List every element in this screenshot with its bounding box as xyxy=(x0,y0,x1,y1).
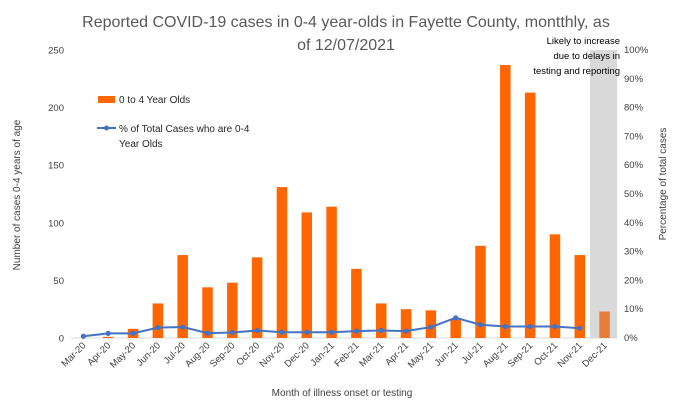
bar xyxy=(351,268,362,338)
line-point xyxy=(353,328,360,334)
y2-tick-label: 70% xyxy=(624,131,644,142)
line-point xyxy=(477,322,484,328)
line-point xyxy=(577,325,583,331)
x-tick-label: Jan-21 xyxy=(308,340,336,368)
line-point xyxy=(328,329,335,335)
line-point xyxy=(403,328,409,334)
legend-bar-label: 0 to 4 Year Olds xyxy=(119,95,190,106)
line-point xyxy=(155,325,161,331)
y2-tick-label: 100% xyxy=(624,45,649,56)
chart-title-line-2: of 12/07/2021 xyxy=(297,37,395,54)
bar xyxy=(326,206,337,338)
y-tick-label: 50 xyxy=(53,276,64,287)
bar xyxy=(202,287,213,338)
bar xyxy=(400,309,412,338)
bar xyxy=(450,318,461,338)
line-point xyxy=(254,327,260,334)
line-point xyxy=(428,324,434,330)
bar xyxy=(301,212,313,338)
y2-tick-label: 60% xyxy=(624,160,644,171)
bar xyxy=(375,303,387,338)
y-axis-label: Number of cases 0-4 years of age xyxy=(12,119,23,270)
bar xyxy=(177,255,188,338)
x-tick-label: Aug-20 xyxy=(183,340,212,369)
x-tick-label: Nov-20 xyxy=(258,340,287,369)
line-point xyxy=(204,330,211,336)
y2-tick-label: 80% xyxy=(624,103,644,114)
bar xyxy=(574,255,586,338)
bar xyxy=(524,92,536,339)
legend-line-label-1: % of Total Cases who are 0-4 xyxy=(119,124,250,135)
bar xyxy=(227,282,238,338)
line-series xyxy=(80,315,583,339)
line-point xyxy=(130,330,136,336)
y2-axis: 0% 10% 20% 30% 40% 50% 60% 70% 80% 90% 100% xyxy=(624,45,649,344)
chart-title-line-1: Reported COVID-19 cases in 0-4 year-olds… xyxy=(82,14,610,31)
x-tick-label: Sep-21 xyxy=(506,340,535,369)
x-tick-label: Mar-20 xyxy=(59,340,88,369)
x-tick-label: Aug-21 xyxy=(481,340,510,369)
y2-axis-label: Percentage of total cases xyxy=(658,128,669,241)
legend-line-label-2: Year Olds xyxy=(119,139,163,150)
line-point xyxy=(279,329,285,335)
line-point xyxy=(180,324,186,330)
legend-line-marker xyxy=(104,125,109,131)
bar xyxy=(152,303,164,338)
bar xyxy=(549,234,561,338)
y2-tick-label: 50% xyxy=(624,189,644,200)
y2-tick-label: 20% xyxy=(624,275,644,286)
y-tick-label: 250 xyxy=(48,46,64,57)
line-point xyxy=(378,327,384,334)
line-point xyxy=(229,329,235,336)
x-tick-label: Nov-21 xyxy=(555,340,584,369)
line-point xyxy=(453,315,459,321)
y-tick-label: 200 xyxy=(48,103,64,114)
line-point xyxy=(80,333,87,339)
y2-tick-label: 30% xyxy=(624,247,644,258)
y-tick-label: 100 xyxy=(48,218,64,229)
x-tick-label: Jun-21 xyxy=(432,340,460,368)
y2-tick-label: 40% xyxy=(624,218,644,229)
x-tick-label: Dec-21 xyxy=(580,340,609,369)
x-axis: Mar-20Apr-20May-20Jun-20Jul-20Aug-20Sep-… xyxy=(59,340,609,370)
annotation-line-3: testing and reporting xyxy=(533,66,620,77)
bar-series xyxy=(102,64,610,339)
y-axis: 0 50 100 150 200 250 xyxy=(48,46,64,345)
x-tick-label: Sep-20 xyxy=(208,340,237,369)
y-tick-label: 0 xyxy=(59,334,64,345)
x-tick-label: May-21 xyxy=(406,340,436,370)
x-tick-label: Jun-20 xyxy=(135,340,163,368)
bar xyxy=(500,64,511,338)
x-axis-label: Month of illness onset or testing xyxy=(272,388,413,399)
y2-tick-label: 10% xyxy=(624,304,644,315)
x-tick-label: Oct-20 xyxy=(234,340,262,368)
bar xyxy=(102,336,114,338)
x-tick-label: Feb-21 xyxy=(332,340,361,369)
bar xyxy=(425,310,437,338)
line-point xyxy=(502,323,508,330)
bar xyxy=(251,257,263,338)
pending-data-shade xyxy=(590,50,617,338)
bar xyxy=(475,245,486,338)
line-point xyxy=(105,330,111,336)
annotation-line-2: due to delays in xyxy=(553,51,620,62)
line-point xyxy=(552,323,558,330)
bar xyxy=(599,311,610,338)
y2-tick-label: 0% xyxy=(624,333,638,344)
x-tick-label: Mar-21 xyxy=(357,340,386,369)
line-point xyxy=(304,329,310,335)
y2-tick-label: 90% xyxy=(624,74,644,85)
x-tick-label: Oct-21 xyxy=(532,340,560,368)
legend-bar-swatch xyxy=(98,96,115,103)
x-tick-label: May-20 xyxy=(108,340,138,370)
line-point xyxy=(527,323,533,330)
annotation-line-1: Likely to increase xyxy=(547,36,620,47)
bar xyxy=(276,187,288,338)
y-tick-label: 150 xyxy=(48,161,64,172)
x-tick-label: Dec-20 xyxy=(282,340,311,369)
